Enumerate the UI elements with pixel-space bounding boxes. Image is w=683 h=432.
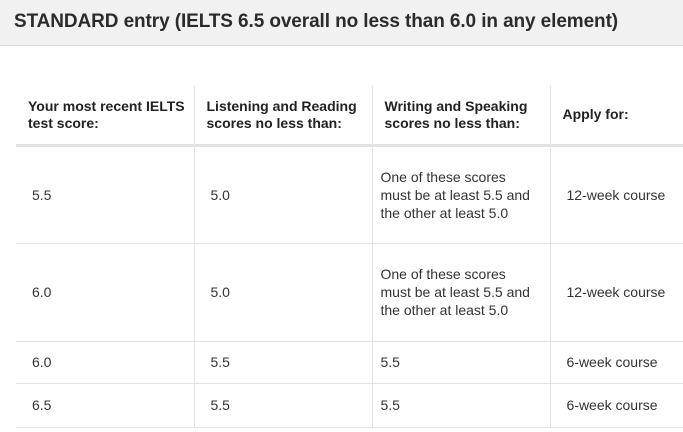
section-title: STANDARD entry (IELTS 6.5 overall no les…	[14, 11, 619, 32]
column-header-apply-for: Apply for:	[549, 86, 683, 147]
cell-recent-score: 6.0	[16, 341, 194, 384]
cell-writing-speaking: 5.5	[371, 341, 550, 384]
entry-requirements-table: Your most recent IELTS test score: Liste…	[16, 86, 683, 428]
table-header-row: Your most recent IELTS test score: Liste…	[16, 86, 683, 147]
cell-listening-reading: 5.0	[193, 243, 372, 342]
table-row: 6.0 5.5 5.5 6-week course	[16, 341, 683, 384]
section-header: STANDARD entry (IELTS 6.5 overall no les…	[0, 0, 683, 46]
cell-listening-reading: 5.5	[193, 341, 372, 384]
column-header-recent-score: Your most recent IELTS test score:	[16, 86, 194, 147]
cell-listening-reading: 5.5	[193, 383, 372, 428]
column-header-writing-speaking: Writing and Speaking scores no less than…	[371, 86, 550, 147]
cell-apply-for: 12-week course	[549, 145, 683, 244]
cell-listening-reading: 5.0	[193, 145, 372, 244]
cell-apply-for: 6-week course	[549, 341, 683, 384]
column-header-listening-reading: Listening and Reading scores no less tha…	[193, 86, 372, 147]
cell-apply-for: 12-week course	[549, 243, 683, 342]
table-row: 5.5 5.0 One of these scores must be at l…	[16, 145, 683, 244]
table-row: 6.0 5.0 One of these scores must be at l…	[16, 243, 683, 342]
table-row: 6.5 5.5 5.5 6-week course	[16, 383, 683, 428]
cell-recent-score: 6.5	[16, 383, 194, 428]
cell-writing-speaking: One of these scores must be at least 5.5…	[371, 243, 550, 342]
cell-recent-score: 6.0	[16, 243, 194, 342]
cell-writing-speaking: 5.5	[371, 383, 550, 428]
cell-apply-for: 6-week course	[549, 383, 683, 428]
cell-recent-score: 5.5	[16, 145, 194, 244]
cell-writing-speaking: One of these scores must be at least 5.5…	[371, 145, 550, 244]
